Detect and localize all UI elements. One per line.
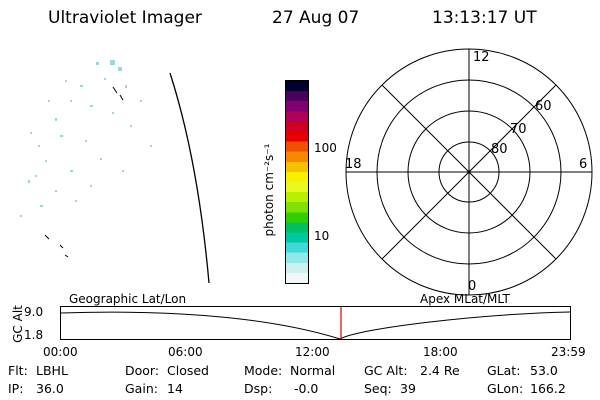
status-value-seq: 39 — [400, 381, 416, 396]
colorbar-unit-label: photon cm⁻²s⁻¹ — [262, 143, 276, 237]
instrument-title: Ultraviolet Imager — [48, 8, 202, 28]
status-value-ip: 36.0 — [36, 381, 64, 396]
status-label-seq: Seq: — [364, 381, 392, 396]
color-bar — [285, 80, 309, 284]
status-label-glat: GLat: — [487, 363, 521, 378]
altitude-ylabel: GC Alt — [11, 305, 25, 343]
limb-arc — [169, 72, 210, 284]
status-value-mode: Normal — [290, 363, 336, 378]
status-label-glon: GLon: — [487, 381, 524, 396]
time-label: 13:13:17 UT — [432, 8, 537, 28]
status-value-gain: 14 — [167, 381, 183, 396]
status-value-flt: LBHL — [36, 363, 68, 378]
date-label: 27 Aug 07 — [272, 8, 360, 28]
status-label-gain: Gain: — [125, 381, 158, 396]
speckle-pattern — [20, 60, 152, 217]
status-value-dsp: -0.0 — [294, 381, 319, 396]
lat-label-70: 70 — [510, 122, 527, 137]
uv-image-panel — [20, 60, 210, 284]
x-tick-1200: 12:00 — [295, 345, 330, 359]
mlt-label-0: 0 — [468, 279, 476, 294]
dark-specks — [44, 86, 124, 258]
timeline-frame — [60, 306, 571, 340]
mlt-label-12: 12 — [473, 50, 490, 65]
mlt-label-18: 18 — [345, 157, 362, 172]
x-tick-2359: 23:59 — [551, 345, 586, 359]
alt-tick-high: 9.0 — [24, 305, 44, 319]
x-tick-1800: 18:00 — [423, 345, 458, 359]
status-label-dsp: Dsp: — [244, 381, 273, 396]
status-label-mode: Mode: — [244, 363, 283, 378]
altitude-curve — [60, 311, 571, 340]
alt-tick-low: 1.8 — [24, 328, 44, 342]
colorbar-tick-100: 100 — [314, 141, 337, 155]
mlt-label-6: 6 — [579, 157, 587, 172]
status-label-ip: IP: — [8, 381, 24, 396]
status-value-glat: 53.0 — [530, 363, 558, 378]
status-label-flt: Flt: — [8, 363, 28, 378]
status-value-gcalt: 2.4 Re — [420, 363, 460, 378]
polar-diagonal-2 — [381, 84, 557, 260]
colorbar-tick-10: 10 — [314, 229, 330, 243]
x-tick-0600: 06:00 — [168, 345, 203, 359]
left-axis-label: Geographic Lat/Lon — [69, 292, 187, 306]
polar-plot: 12 0 18 6 60 70 80 — [345, 48, 593, 296]
altitude-timeline — [60, 306, 571, 340]
lat-label-80: 80 — [491, 142, 508, 157]
status-value-door: Closed — [167, 363, 209, 378]
right-axis-label: Apex MLat/MLT — [420, 292, 510, 306]
status-label-door: Door: — [125, 363, 160, 378]
lat-label-60: 60 — [535, 99, 552, 114]
x-tick-0000: 00:00 — [43, 345, 78, 359]
status-value-glon: 166.2 — [530, 381, 566, 396]
status-label-gcalt: GC Alt: — [364, 363, 408, 378]
